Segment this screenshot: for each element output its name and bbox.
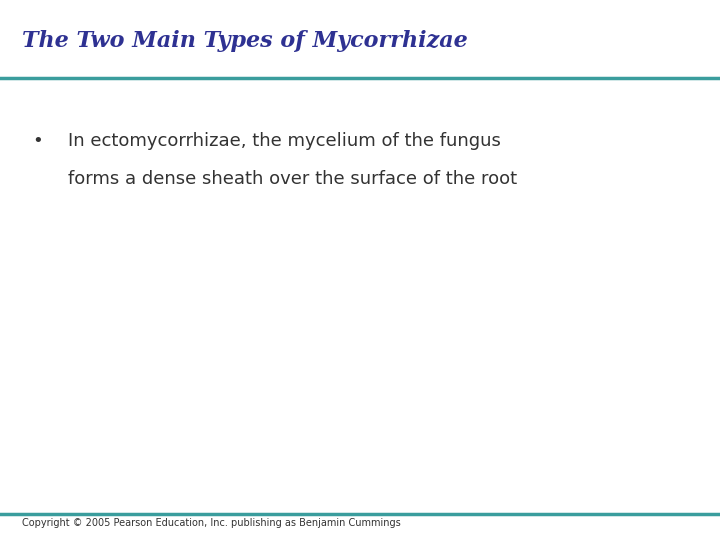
Text: The Two Main Types of Mycorrhizae: The Two Main Types of Mycorrhizae [22,30,467,52]
Text: In ectomycorrhizae, the mycelium of the fungus: In ectomycorrhizae, the mycelium of the … [68,132,501,150]
Text: forms a dense sheath over the surface of the root: forms a dense sheath over the surface of… [68,170,518,188]
Text: Copyright © 2005 Pearson Education, Inc. publishing as Benjamin Cummings: Copyright © 2005 Pearson Education, Inc.… [22,518,400,528]
Text: •: • [32,132,43,150]
